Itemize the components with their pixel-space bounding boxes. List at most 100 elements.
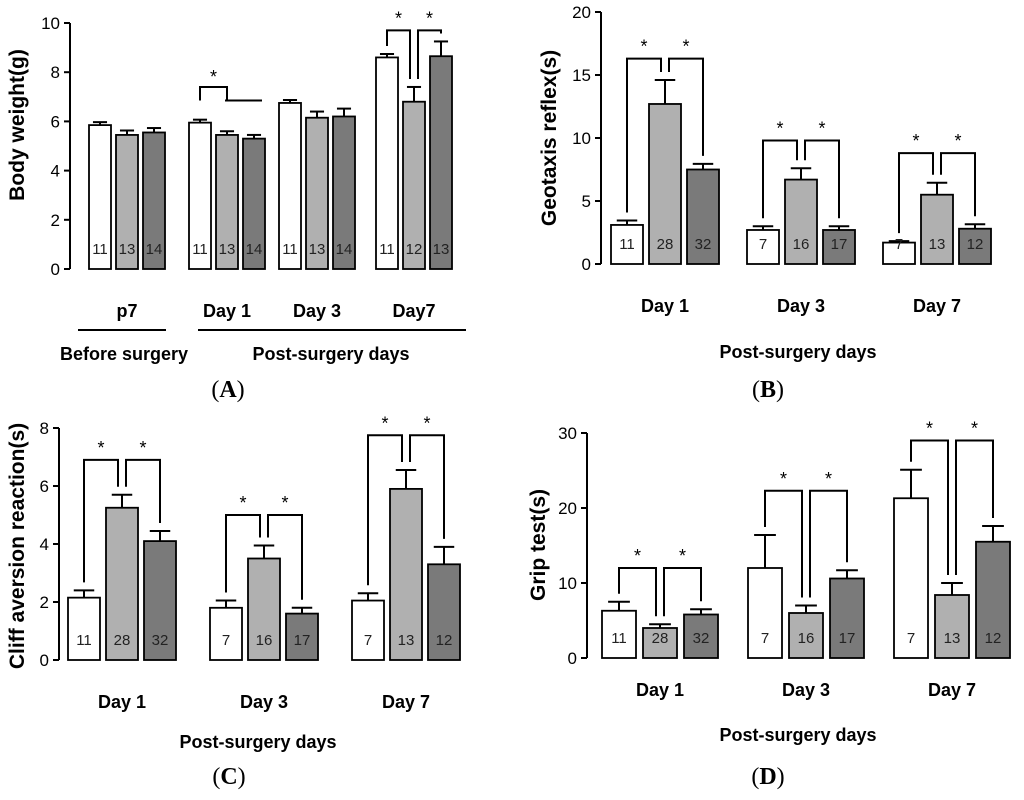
y-tick-label: 2 [51,211,60,230]
bar [209,606,243,661]
sample-size-label: 28 [114,632,131,649]
panel-label: (D) [751,764,784,790]
significance-star: * [825,469,832,489]
y-tick-label: 8 [40,419,49,438]
sample-size-label: 7 [895,236,903,253]
y-axis-label: Grip test(s) [527,489,550,601]
y-tick-label: 0 [51,260,60,279]
sample-size-label: 13 [309,241,326,258]
significance-star: * [679,546,686,566]
sample-size-label: 13 [119,241,136,258]
sample-size-label: 16 [798,630,815,647]
bar [746,229,780,265]
sample-size-label: 17 [294,632,311,649]
bar [784,178,818,265]
y-tick-label: 6 [40,477,49,496]
x-category-label: Day 7 [928,680,976,700]
significance-bracket [764,489,803,598]
bar [67,596,101,661]
y-axis-label: Geotaxis reflex(s) [538,50,561,226]
significance-star: * [239,493,246,513]
significance-bracket [940,152,976,217]
y-tick-label: 4 [40,535,49,554]
y-tick-label: 4 [51,162,60,181]
significance-star: * [381,413,388,433]
sample-size-label: 7 [761,630,769,647]
sample-size-label: 12 [985,630,1002,647]
significance-bracket [626,57,662,213]
bar [389,487,423,661]
significance-bracket [898,152,934,234]
sample-size-label: 13 [219,241,236,258]
sample-size-label: 11 [282,241,298,258]
y-tick-label: 20 [572,3,591,22]
bar [975,540,1011,659]
panel-label: (B) [752,377,784,403]
bar [601,609,637,659]
significance-star: * [682,37,689,57]
panel-d: 0 10 20 30 Grip test(s) 11 7 7 28 16 13 32 17 12 Day 1… [527,419,1011,790]
bar [351,599,385,661]
y-tick-label: 0 [582,255,591,274]
sample-size-label: 32 [695,236,712,253]
sample-size-label: 12 [967,236,984,253]
sample-size-label: 13 [929,236,946,253]
significance-star: * [971,419,978,439]
x-axis-label: Post-surgery days [179,732,336,752]
y-axis-label: Cliff aversion reaction(s) [6,423,29,669]
significance-bracket [663,567,702,617]
significance-star: * [423,413,430,433]
panel-label: (C) [212,764,245,790]
panel-a: 0 2 4 6 8 10 Body weight(g) 11 11 11 11 13 13 13 12 14 1… [6,8,466,403]
bar [958,227,992,265]
significance-star: * [97,438,104,458]
sample-size-label: 12 [406,241,423,258]
x-category-label: Day 7 [913,296,961,316]
significance-star: * [954,131,961,151]
significance-star: * [780,469,787,489]
sample-size-label: 11 [379,241,395,258]
bar [934,594,970,659]
sample-size-label: 11 [92,241,108,258]
x-category-label: Day 1 [98,692,146,712]
y-tick-label: 6 [51,112,60,131]
significance-bracket [225,514,261,593]
group-label-before-surgery: Before surgery [60,344,188,364]
y-tick-label: 5 [582,192,591,211]
significance-star: * [395,8,402,28]
sample-size-label: 13 [398,632,415,649]
sample-size-label: 28 [652,630,669,647]
significance-star: * [912,131,919,151]
bar [920,193,954,265]
sample-size-label: 11 [611,630,627,647]
sample-size-label: 7 [907,630,915,647]
x-axis-label: Post-surgery days [719,725,876,745]
sample-size-label: 16 [256,632,273,649]
x-category-label: Day 7 [382,692,430,712]
significance-star: * [426,8,433,28]
sample-size-label: 32 [152,632,169,649]
significance-bracket [417,29,442,79]
significance-bracket [409,434,445,539]
x-category-label: Day 1 [203,301,251,321]
significance-bracket [367,434,403,586]
significance-star: * [818,119,825,139]
panel-c: 0 2 4 6 8 Cliff aversion reaction(s) 11 7 7 28 16 1… [6,413,461,790]
sample-size-label: 14 [146,241,163,258]
x-category-label: Day7 [392,301,435,321]
sample-size-label: 7 [759,236,767,253]
y-tick-label: 0 [568,649,577,668]
y-tick-label: 15 [572,66,591,85]
significance-bracket [910,439,949,575]
significance-star: * [139,438,146,458]
x-category-label: p7 [116,301,137,321]
sample-size-label: 28 [657,236,674,253]
y-tick-label: 0 [40,651,49,670]
significance-bracket [668,57,704,156]
significance-bracket [809,489,848,598]
significance-bracket [762,139,798,219]
group-label-post-surgery: Post-surgery days [252,344,409,364]
sample-size-label: 7 [222,632,230,649]
significance-star: * [776,119,783,139]
x-category-label: Day 1 [636,680,684,700]
